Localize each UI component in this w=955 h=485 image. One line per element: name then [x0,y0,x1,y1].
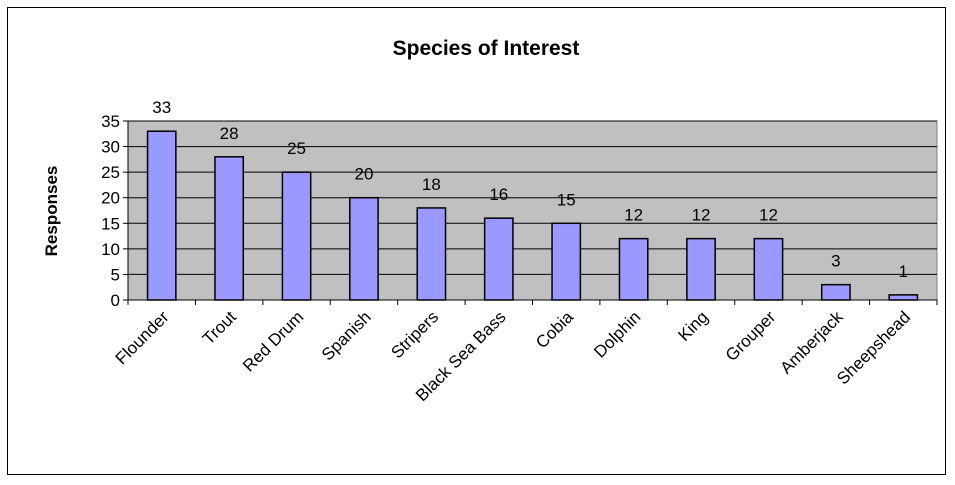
bars [146,130,919,301]
y-axis-ticks: 0 5 10 15 20 25 30 35 [101,112,128,310]
y-tick-label: 25 [101,163,120,182]
x-tick-label: Grouper [722,307,780,365]
x-tick-label: Spanish [318,307,375,364]
x-tick-label: Flounder [112,307,173,368]
data-label: 25 [287,139,306,158]
data-label: 3 [831,252,840,271]
data-label: 18 [422,175,441,194]
bar [888,294,919,301]
data-label: 15 [557,190,576,209]
bar [686,237,716,301]
bar [349,196,379,301]
x-tick-label: Dolphin [590,307,644,361]
y-tick-label: 15 [101,214,120,233]
bar [146,130,177,301]
x-axis-ticks: Flounder Trout Red Drum Spanish StripersBlac… [112,300,938,405]
chart-title: Species of Interest [393,37,580,60]
bar [820,283,851,301]
y-axis-label: Responses [42,166,61,257]
x-tick-label: Cobia [532,307,577,352]
bar [483,217,514,301]
x-tick-label: Trout [199,307,240,348]
data-labels: 33 28 25 20 18 16 15 12 12 12 3 1 [152,98,908,281]
y-tick-label: 20 [101,189,120,208]
bar [416,207,447,301]
gridlines [128,120,937,275]
plot-area [127,120,938,301]
y-tick-label: 30 [101,138,120,157]
x-tick-label: Red Drum [239,307,307,375]
data-label: 12 [759,206,778,225]
bar [618,237,649,301]
y-tick-label: 5 [111,265,120,284]
y-tick-label: 0 [111,291,120,310]
data-label: 1 [899,262,908,281]
bar [753,237,784,301]
x-tick-label: King [674,307,711,344]
data-label: 12 [624,206,643,225]
bar [281,171,312,301]
x-tick-label: Amberjack [776,307,847,378]
data-label: 33 [152,98,171,117]
data-label: 16 [489,185,508,204]
data-label: 28 [220,124,239,143]
data-label: 12 [692,206,711,225]
y-tick-label: 35 [101,112,120,131]
x-tick-label: Stripers [387,307,442,362]
y-tick-label: 10 [101,240,120,259]
bar [551,222,582,301]
bar [214,156,245,301]
data-label: 20 [354,165,373,184]
